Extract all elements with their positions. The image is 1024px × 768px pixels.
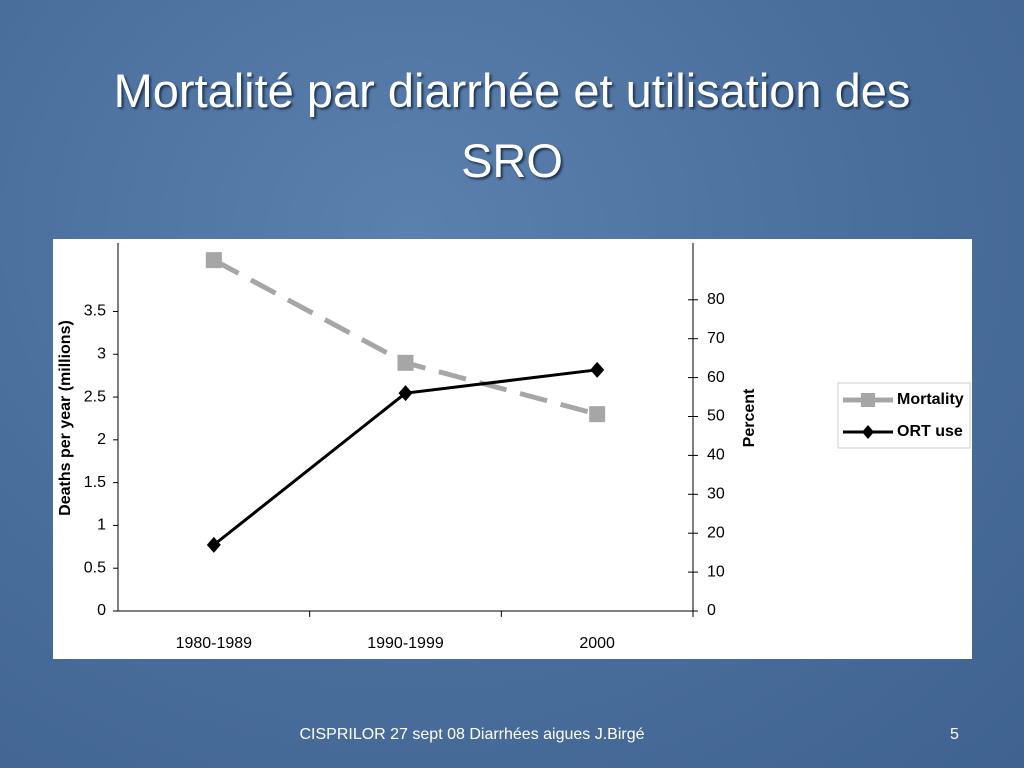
y-axis-label: Deaths per year (millions) — [57, 320, 74, 516]
legend — [837, 382, 971, 449]
y2-tick-label: 10 — [707, 563, 725, 580]
marker — [205, 252, 222, 269]
marker — [590, 361, 605, 378]
marker — [206, 536, 221, 553]
y2-axis-label: Percent — [741, 388, 758, 447]
chart: Deaths per year (millions) Percent 0 0.5 1… — [53, 239, 972, 659]
page-number: 5 — [950, 726, 959, 743]
y-tick-label: 0.5 — [84, 559, 106, 576]
y-tick-label: 2 — [97, 431, 106, 448]
y2-tick-label: 30 — [707, 486, 725, 503]
y2-tick-label: 0 — [707, 602, 716, 619]
marker — [397, 354, 414, 371]
legend-marker — [861, 393, 875, 407]
y2-tick-label: 70 — [707, 330, 725, 347]
y-tick-label: 3.5 — [84, 303, 106, 320]
x-tick-label: 2000 — [579, 635, 615, 652]
legend-label: ORT use — [897, 423, 963, 440]
y-tick-label: 3 — [97, 345, 106, 362]
marker — [589, 406, 606, 423]
y-tick-label: 2.5 — [84, 388, 106, 405]
y2-tick-label: 20 — [707, 524, 725, 541]
y-tick-label: 1 — [97, 517, 106, 534]
legend-label: Mortality — [897, 391, 964, 408]
x-tick-label: 1990-1999 — [367, 635, 444, 652]
slide-title: Mortalité par diarrhée et utilisation de… — [113, 64, 911, 187]
y2-tick-label: 60 — [707, 369, 725, 386]
y2-tick-label: 50 — [707, 408, 725, 425]
marker — [398, 385, 413, 402]
y-tick-label: 0 — [97, 602, 106, 619]
footer-text: CISPRILOR 27 sept 08 Diarrhées aigues J.… — [299, 726, 645, 743]
y2-tick-label: 80 — [707, 291, 725, 308]
y2-tick-label: 40 — [707, 447, 725, 464]
x-tick-label: 1980-1989 — [176, 635, 253, 652]
y-tick-label: 1.5 — [84, 474, 106, 491]
legend-marker — [862, 425, 874, 439]
chart-background — [53, 239, 972, 659]
